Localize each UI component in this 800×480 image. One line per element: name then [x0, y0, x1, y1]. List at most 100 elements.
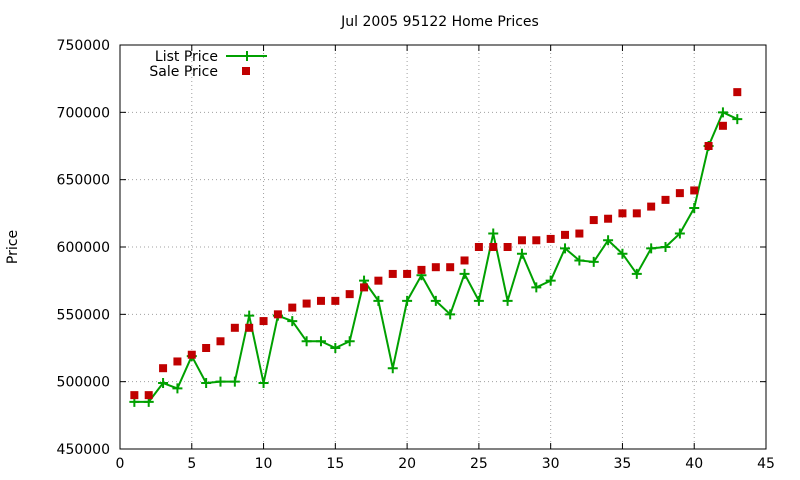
- data-point-sale-price: [360, 283, 369, 292]
- x-tick-label: 10: [255, 456, 273, 472]
- data-point-sale-price: [288, 303, 297, 312]
- data-point-sale-price: [431, 263, 440, 272]
- x-tick-label: 15: [326, 456, 344, 472]
- data-point-sale-price: [690, 186, 699, 195]
- series-line-list-price: [134, 111, 738, 403]
- chart-title: Jul 2005 95122 Home Prices: [340, 14, 539, 30]
- data-point-sale-price: [503, 243, 512, 251]
- data-point-sale-price: [187, 350, 196, 359]
- data-point-sale-price: [173, 357, 182, 366]
- data-point-sale-price: [575, 229, 584, 238]
- data-point-sale-price: [604, 214, 613, 223]
- x-tick-label: 0: [116, 456, 125, 472]
- data-point-sale-price: [144, 391, 153, 400]
- data-point-list-price: [617, 248, 628, 259]
- data-point-list-price: [473, 295, 484, 306]
- data-point-list-price: [459, 268, 470, 279]
- data-point-list-price: [158, 378, 169, 389]
- data-point-sale-price: [302, 299, 311, 308]
- y-tick-label: 500000: [57, 375, 110, 391]
- legend: List Price Sale Price: [149, 49, 267, 80]
- data-point-list-price: [244, 310, 255, 321]
- data-point-list-price: [674, 228, 685, 239]
- y-tick-label: 650000: [57, 173, 110, 189]
- data-point-list-price: [732, 114, 743, 125]
- data-point-list-price: [330, 343, 341, 353]
- data-point-sale-price: [546, 234, 555, 243]
- data-point-sale-price: [474, 243, 483, 251]
- axis-ticks: [119, 44, 767, 450]
- data-point-sale-price: [446, 263, 455, 272]
- y-tick-label: 600000: [57, 240, 110, 256]
- data-point-sale-price: [316, 296, 325, 305]
- data-point-sale-price: [532, 236, 541, 245]
- data-point-list-price: [287, 316, 298, 327]
- data-point-sale-price: [388, 269, 397, 278]
- data-point-list-price: [545, 275, 556, 286]
- data-point-sale-price: [718, 121, 727, 130]
- y-tick-label: 450000: [57, 442, 110, 458]
- data-point-sale-price: [589, 216, 598, 225]
- data-point-sale-price: [345, 290, 354, 299]
- x-tick-label: 45: [757, 456, 775, 472]
- data-point-sale-price: [202, 344, 211, 352]
- data-point-sale-price: [704, 142, 713, 150]
- data-point-list-price: [301, 336, 312, 347]
- series-sale-price: [130, 88, 742, 400]
- data-point-list-price: [488, 228, 499, 239]
- data-point-list-price: [603, 235, 614, 246]
- data-point-list-price: [373, 295, 384, 306]
- data-point-sale-price: [632, 209, 641, 218]
- data-point-list-price: [689, 202, 700, 213]
- data-point-list-price: [646, 243, 657, 254]
- data-point-sale-price: [661, 195, 670, 204]
- data-point-list-price: [315, 336, 326, 347]
- legend-marker-sale-price: [242, 67, 250, 75]
- tick-labels: 0 5 10 15 20 25 30 35 40 45 450000 500000 550000 6000…: [57, 38, 775, 472]
- data-point-list-price: [560, 243, 571, 254]
- data-point-sale-price: [561, 230, 570, 239]
- data-point-list-price: [445, 309, 456, 320]
- x-tick-label: 25: [470, 456, 488, 472]
- x-tick-label: 5: [187, 456, 196, 472]
- data-point-sale-price: [675, 189, 684, 198]
- x-tick-label: 35: [614, 456, 632, 472]
- data-point-list-price: [531, 282, 542, 293]
- data-point-list-price: [588, 256, 599, 267]
- x-tick-label: 20: [398, 456, 416, 472]
- data-point-sale-price: [489, 243, 498, 251]
- data-point-sale-price: [517, 236, 526, 245]
- data-point-sale-price: [417, 265, 426, 274]
- data-point-list-price: [631, 268, 642, 279]
- data-point-list-price: [215, 376, 226, 387]
- data-point-list-price: [516, 248, 527, 259]
- data-point-list-price: [660, 242, 671, 252]
- data-point-list-price: [430, 295, 441, 306]
- y-axis-label: Price: [5, 230, 21, 264]
- data-point-sale-price: [159, 364, 168, 373]
- data-point-list-price: [229, 376, 240, 387]
- series-layer: [129, 88, 743, 407]
- data-point-list-price: [258, 378, 269, 389]
- data-point-sale-price: [733, 88, 742, 97]
- y-tick-label: 550000: [57, 307, 110, 323]
- data-point-sale-price: [273, 310, 282, 319]
- data-point-list-price: [502, 295, 513, 306]
- data-point-list-price: [574, 255, 585, 266]
- data-point-list-price: [201, 378, 212, 389]
- y-tick-label: 700000: [57, 105, 110, 121]
- x-tick-label: 30: [542, 456, 560, 472]
- legend-label-list-price: List Price: [155, 49, 218, 65]
- data-point-list-price: [387, 363, 398, 374]
- data-point-sale-price: [130, 391, 139, 400]
- data-point-sale-price: [618, 209, 627, 218]
- data-point-list-price: [344, 336, 355, 347]
- y-tick-label: 750000: [57, 38, 110, 54]
- data-point-sale-price: [245, 323, 254, 332]
- legend-label-sale-price: Sale Price: [149, 64, 218, 80]
- data-point-sale-price: [230, 323, 239, 332]
- data-point-sale-price: [331, 296, 340, 305]
- data-point-sale-price: [374, 276, 383, 285]
- x-tick-label: 40: [685, 456, 703, 472]
